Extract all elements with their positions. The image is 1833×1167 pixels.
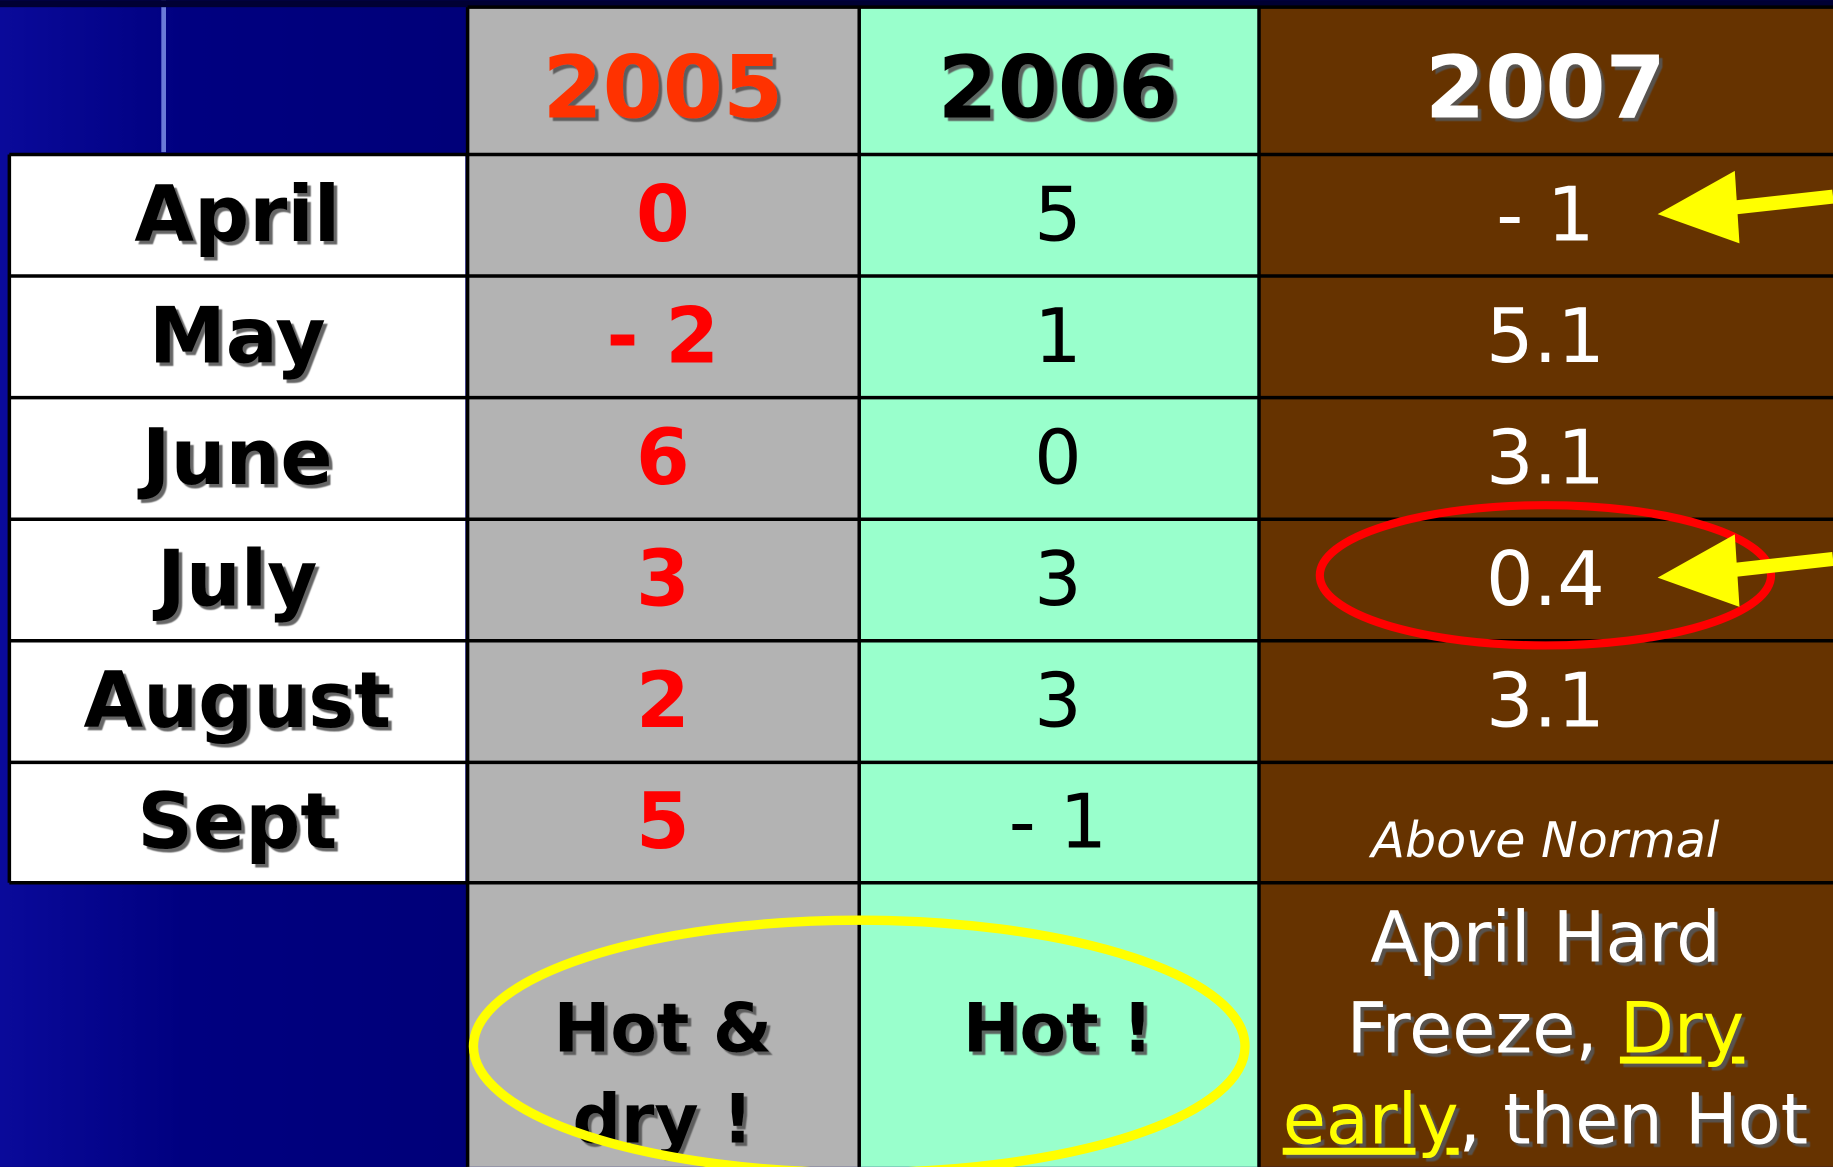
- value-cell: - 2: [607, 292, 720, 382]
- value-cell: 0: [1034, 415, 1082, 502]
- month-label: August: [84, 656, 392, 746]
- month-label: June: [137, 413, 333, 503]
- value-cell: 0.4: [1486, 536, 1605, 623]
- value-cell: 3.1: [1486, 658, 1605, 745]
- value-cell: 5.1: [1486, 293, 1605, 380]
- value-cell: - 1: [1009, 779, 1107, 866]
- cells: 2005 2006 2007 April 0 5 - 1 May - 2 1 5.1 June 6 0 3.…: [84, 39, 1809, 1161]
- top-band: [0, 0, 1833, 8]
- note-line: Hot !: [963, 988, 1153, 1067]
- year-header: 2006: [938, 39, 1179, 139]
- value-cell: 5: [1034, 171, 1082, 258]
- note-line: Freeze, Dry: [1347, 988, 1745, 1070]
- note-line: dry !: [572, 1079, 753, 1158]
- grid: [7, 5, 1833, 1167]
- year-header: 2005: [542, 39, 783, 139]
- note-line: April Hard: [1370, 896, 1720, 978]
- value-cell: 3: [1034, 536, 1082, 623]
- value-cell: 5: [636, 777, 690, 867]
- value-cell: 3: [1034, 658, 1082, 745]
- value-cell: 0: [636, 170, 690, 260]
- yellow-circle: [468, 915, 1250, 1167]
- value-cell: 1: [1034, 293, 1082, 380]
- note-text: Freeze,: [1347, 988, 1620, 1070]
- note-text: Hot !: [963, 988, 1153, 1067]
- note-text: dry !: [572, 1079, 753, 1158]
- note-text: Hot &: [554, 988, 772, 1067]
- arrow-head: [1657, 170, 1740, 244]
- col-2005: [467, 7, 859, 1167]
- highlight-text: early: [1283, 1079, 1459, 1161]
- highlight-text: Dry: [1620, 988, 1744, 1070]
- value-cell: 3.1: [1486, 415, 1605, 502]
- month-label: Sept: [137, 777, 337, 867]
- value-cell: - 1: [1496, 171, 1594, 258]
- month-label: May: [149, 292, 326, 382]
- stripe: [161, 0, 166, 153]
- value-cell: 6: [636, 413, 690, 503]
- col-2006: [859, 7, 1258, 1167]
- value-cell: 2: [636, 656, 690, 746]
- month-label: April: [134, 170, 340, 260]
- value-cell: 3: [636, 535, 690, 625]
- red-circle: [1315, 501, 1776, 650]
- note-line: early, then Hot: [1283, 1079, 1808, 1161]
- note-text: April Hard: [1370, 896, 1720, 978]
- arrow-head: [1657, 534, 1740, 607]
- note-text: , then Hot: [1459, 1079, 1809, 1161]
- year-header: 2007: [1425, 39, 1666, 139]
- value-cell: Above Normal: [1368, 811, 1719, 869]
- month-label: July: [152, 535, 317, 625]
- note-line: Hot &: [554, 988, 772, 1067]
- arrows: [1657, 170, 1833, 607]
